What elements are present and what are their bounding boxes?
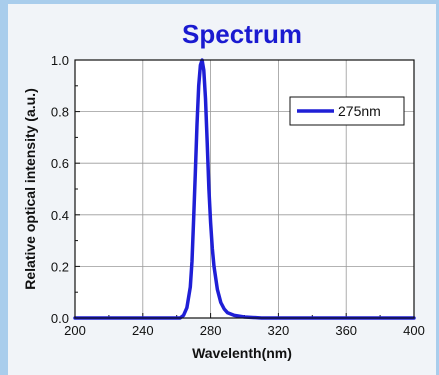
x-tick-label: 240: [132, 323, 154, 338]
x-axis-label: Wavelenth(nm): [192, 345, 292, 361]
x-tick-label: 280: [200, 323, 222, 338]
x-tick-label: 360: [335, 323, 357, 338]
y-tick-label: 0.0: [51, 311, 69, 326]
legend-box: [289, 96, 405, 126]
x-tick-label: 200: [64, 323, 86, 338]
y-tick-label: 0.2: [51, 259, 69, 274]
y-tick-label: 1.0: [51, 53, 69, 68]
series-line-275nm: [73, 58, 416, 320]
legend-label: 275nm: [338, 103, 381, 119]
y-tick-label: 0.8: [51, 105, 69, 120]
x-tick-label: 400: [403, 323, 425, 338]
y-axis-label: Relative optical intensity (a.u.): [22, 88, 38, 290]
y-tick-label: 0.6: [51, 156, 69, 171]
legend: 275nm: [289, 96, 405, 126]
chart-title: Spectrum: [182, 19, 302, 49]
y-tick-label: 0.4: [51, 208, 69, 223]
plot-border: [74, 59, 415, 319]
x-tick-label: 320: [268, 323, 290, 338]
